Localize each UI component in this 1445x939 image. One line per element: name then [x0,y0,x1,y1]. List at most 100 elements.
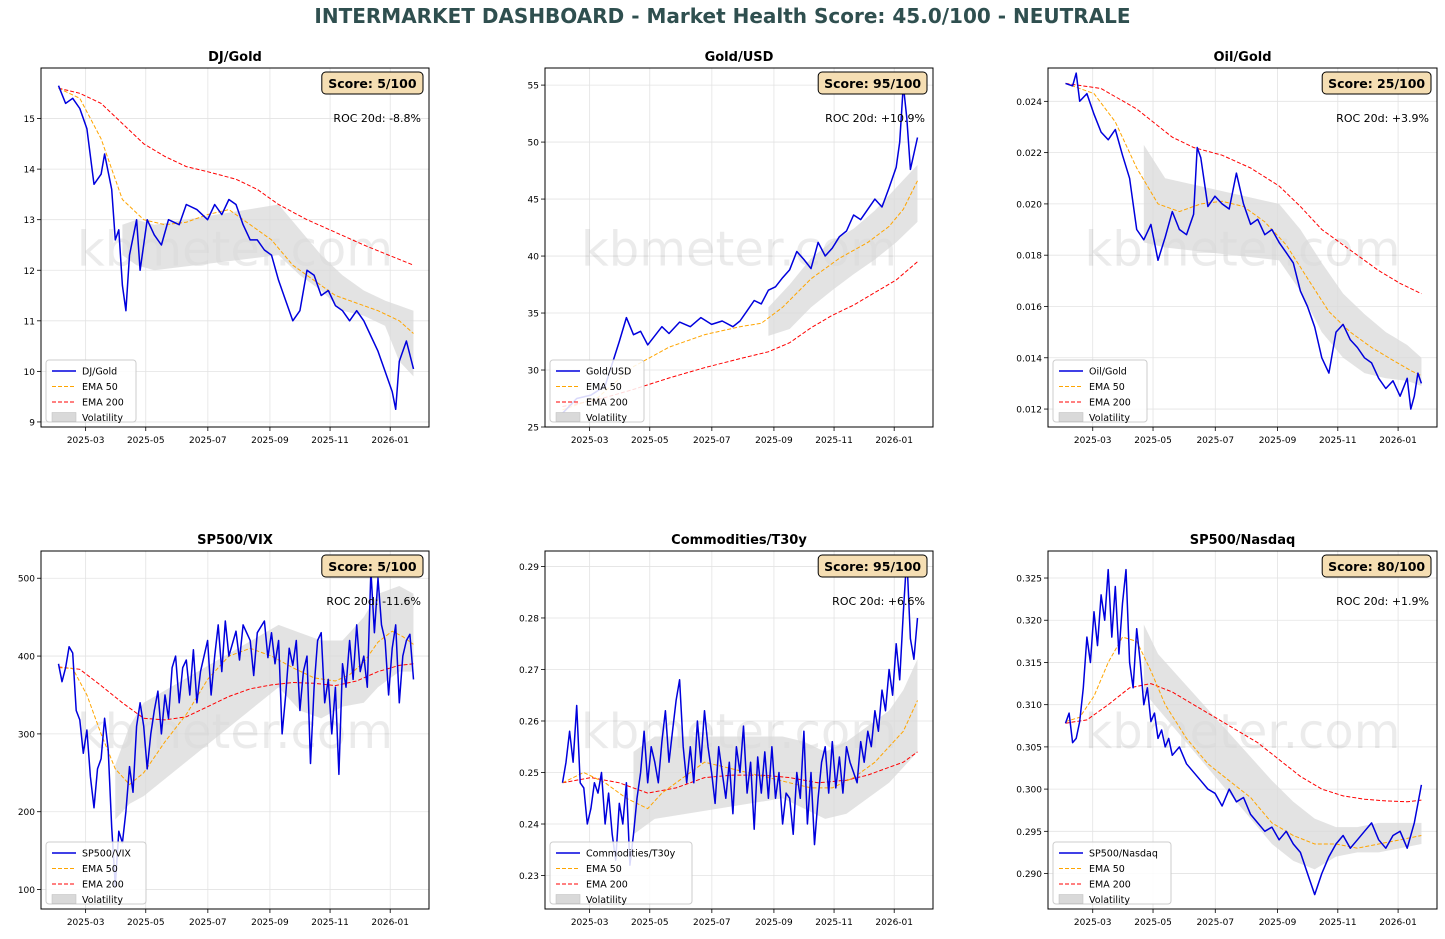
score-label: Score: 95/100 [824,559,921,574]
x-tick-label: 2025-07 [693,918,731,928]
score-box [321,71,424,95]
x-tick-label: 2025-07 [693,436,731,446]
score-box [817,554,928,578]
y-tick-label: 0.28 [519,614,539,624]
chart-panel: 2025-03 2025-05 2025-07 2025-09 2025-11 2026-… [1016,50,1438,446]
x-tick-label: 2025-09 [251,436,289,446]
y-tick-label: 0.020 [1016,200,1042,210]
legend-volatility-swatch [51,412,77,422]
legend [549,841,693,905]
y-tick-label: 0.26 [519,717,539,727]
y-tick-label: 500 [18,575,35,585]
y-tick-label: 0.320 [1016,617,1042,627]
roc-label: ROC 20d: -8.8% [333,112,421,125]
legend-ema50-label: EMA 50 [1089,382,1125,393]
price-line [57,85,415,411]
chart-title: Oil/Gold [1213,50,1271,65]
y-tick-label: 25 [528,424,539,434]
legend-ema50-label: EMA 50 [82,382,118,393]
y-tick-label: 100 [18,886,35,896]
y-tick-label: 10 [24,368,36,378]
x-tick-label: 2026-01 [371,918,409,928]
y-tick-label: 0.325 [1016,575,1042,585]
legend-price-label: DJ/Gold [82,367,117,378]
score-label: Score: 5/100 [328,76,417,91]
ema50-line [1065,636,1422,849]
x-tick-label: 2025-05 [127,436,165,446]
score-label: Score: 80/100 [1328,559,1425,574]
legend-volatility-swatch [555,894,581,904]
roc-label: ROC 20d: +6.6% [832,595,925,608]
y-tick-label: 11 [24,317,35,327]
y-tick-label: 45 [528,196,539,206]
ema50-line [1065,82,1422,377]
legend-volatility-label: Volatility [82,413,123,424]
roc-label: ROC 20d: +10.9% [825,112,925,125]
ema200-line [1065,82,1422,295]
x-tick-label: 2025-07 [1196,918,1234,928]
x-tick-label: 2025-03 [571,436,609,446]
x-tick-label: 2025-05 [1134,918,1172,928]
legend-price-label: Gold/USD [586,367,631,378]
y-tick-label: 0.315 [1016,659,1042,669]
legend-volatility-swatch [51,894,77,904]
legend-price-label: Oil/Gold [1089,367,1127,378]
price-line [1065,72,1423,410]
legend-ema50-label: EMA 50 [586,382,622,393]
ema50-line [58,87,414,334]
y-tick-label: 0.25 [519,769,539,779]
score-box [817,71,928,95]
y-tick-label: 0.022 [1016,149,1042,159]
x-tick-label: 2025-05 [1134,436,1172,446]
legend-ema200-label: EMA 200 [82,880,124,891]
x-tick-label: 2025-03 [67,918,105,928]
roc-label: ROC 20d: -11.6% [326,595,421,608]
y-tick-label: 0.305 [1016,743,1042,753]
volatility-band [633,659,918,835]
legend [549,359,645,423]
chart-panel: 2025-03 2025-05 2025-07 2025-09 2025-11 2026-… [1016,533,1438,928]
y-tick-label: 0.290 [1016,870,1042,880]
roc-label: ROC 20d: +3.9% [1336,112,1429,125]
y-tick-label: 0.29 [519,563,539,573]
ema200-line [1065,683,1422,803]
y-tick-label: 0.310 [1016,701,1042,711]
x-tick-label: 2025-09 [1259,918,1297,928]
score-label: Score: 5/100 [328,559,417,574]
x-tick-label: 2025-11 [311,918,349,928]
y-tick-label: 0.018 [1016,252,1042,262]
legend-ema50-label: EMA 50 [1089,864,1125,875]
legend-volatility-swatch [555,412,581,422]
x-tick-label: 2025-09 [1259,436,1297,446]
legend-ema200-label: EMA 200 [586,398,628,409]
chart-panel: 2025-03 2025-05 2025-07 2025-09 2025-11 2026-… [18,533,430,928]
y-tick-label: 30 [528,367,540,377]
x-tick-label: 2026-01 [875,918,913,928]
x-tick-label: 2025-05 [127,918,165,928]
x-tick-label: 2025-09 [755,918,793,928]
y-tick-label: 40 [528,253,540,263]
x-tick-label: 2025-07 [189,918,227,928]
x-tick-label: 2025-03 [67,436,105,446]
x-tick-label: 2025-09 [251,918,289,928]
legend-ema200-label: EMA 200 [586,880,628,891]
y-tick-label: 0.014 [1016,354,1042,364]
chart-title: SP500/VIX [197,533,273,548]
y-tick-label: 14 [24,166,36,176]
x-tick-label: 2025-03 [571,918,609,928]
volatility-band [115,586,414,820]
axes-frame [1047,67,1438,428]
legend-ema200-label: EMA 200 [1089,398,1131,409]
chart-title: SP500/Nasdaq [1190,533,1296,548]
y-tick-label: 0.23 [519,872,539,882]
x-tick-label: 2025-11 [1319,436,1357,446]
ema200-line [58,87,414,266]
x-tick-label: 2025-11 [311,436,349,446]
price-line [561,84,919,414]
y-tick-label: 0.295 [1016,828,1042,838]
legend-ema50-label: EMA 50 [82,864,118,875]
y-tick-label: 50 [528,139,540,149]
y-tick-label: 0.016 [1016,303,1042,313]
legend [1052,359,1148,423]
